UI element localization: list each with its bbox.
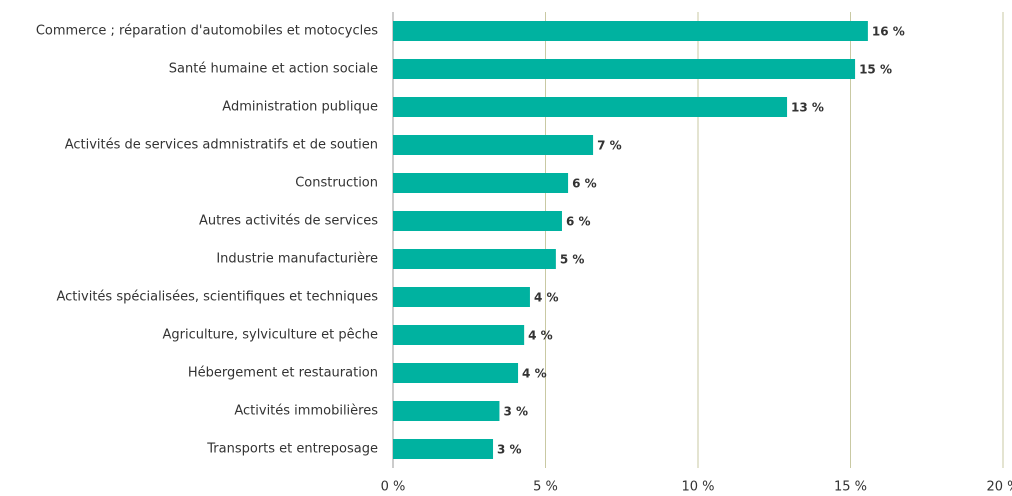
- x-tick-label: 10 %: [681, 480, 714, 495]
- value-label: 4 %: [522, 367, 547, 381]
- category-label: Activités spécialisées, scientifiques et…: [57, 290, 379, 305]
- value-label: 5 %: [560, 253, 585, 267]
- bar: [393, 439, 494, 459]
- value-label: 15 %: [859, 63, 892, 77]
- category-label: Agriculture, sylviculture et pêche: [162, 328, 378, 343]
- bar: [393, 21, 868, 41]
- bar: [393, 401, 500, 421]
- bar: [393, 97, 788, 117]
- value-label: 6 %: [572, 177, 597, 191]
- bar: [393, 325, 525, 345]
- category-label: Autres activités de services: [199, 214, 378, 229]
- bar: [393, 135, 594, 155]
- value-label: 6 %: [566, 215, 591, 229]
- bar: [393, 173, 569, 193]
- category-label: Santé humaine et action sociale: [169, 62, 378, 77]
- bar: [393, 249, 556, 269]
- value-label: 4 %: [528, 329, 553, 343]
- bar: [393, 211, 562, 231]
- category-label: Transports et entreposage: [206, 442, 378, 457]
- category-label: Industrie manufacturière: [216, 252, 378, 267]
- x-tick-label: 5 %: [533, 480, 558, 495]
- value-label: 3 %: [503, 405, 528, 419]
- value-label: 13 %: [791, 101, 824, 115]
- value-label: 3 %: [497, 443, 522, 457]
- bar: [393, 287, 530, 307]
- category-label: Activités de services admnistratifs et d…: [65, 138, 378, 153]
- category-label: Administration publique: [222, 100, 378, 115]
- x-tick-label: 15 %: [834, 480, 867, 495]
- bar: [393, 59, 856, 79]
- x-tick-label: 20 %: [986, 480, 1012, 495]
- category-label: Hébergement et restauration: [188, 366, 378, 381]
- category-label: Activités immobilières: [234, 404, 378, 419]
- value-label: 7 %: [597, 139, 622, 153]
- category-label: Commerce ; réparation d'automobiles et m…: [36, 24, 378, 39]
- category-label: Construction: [295, 176, 378, 191]
- value-label: 16 %: [872, 25, 905, 39]
- bar: [393, 363, 519, 383]
- x-tick-label: 0 %: [381, 480, 406, 495]
- value-label: 4 %: [534, 291, 559, 305]
